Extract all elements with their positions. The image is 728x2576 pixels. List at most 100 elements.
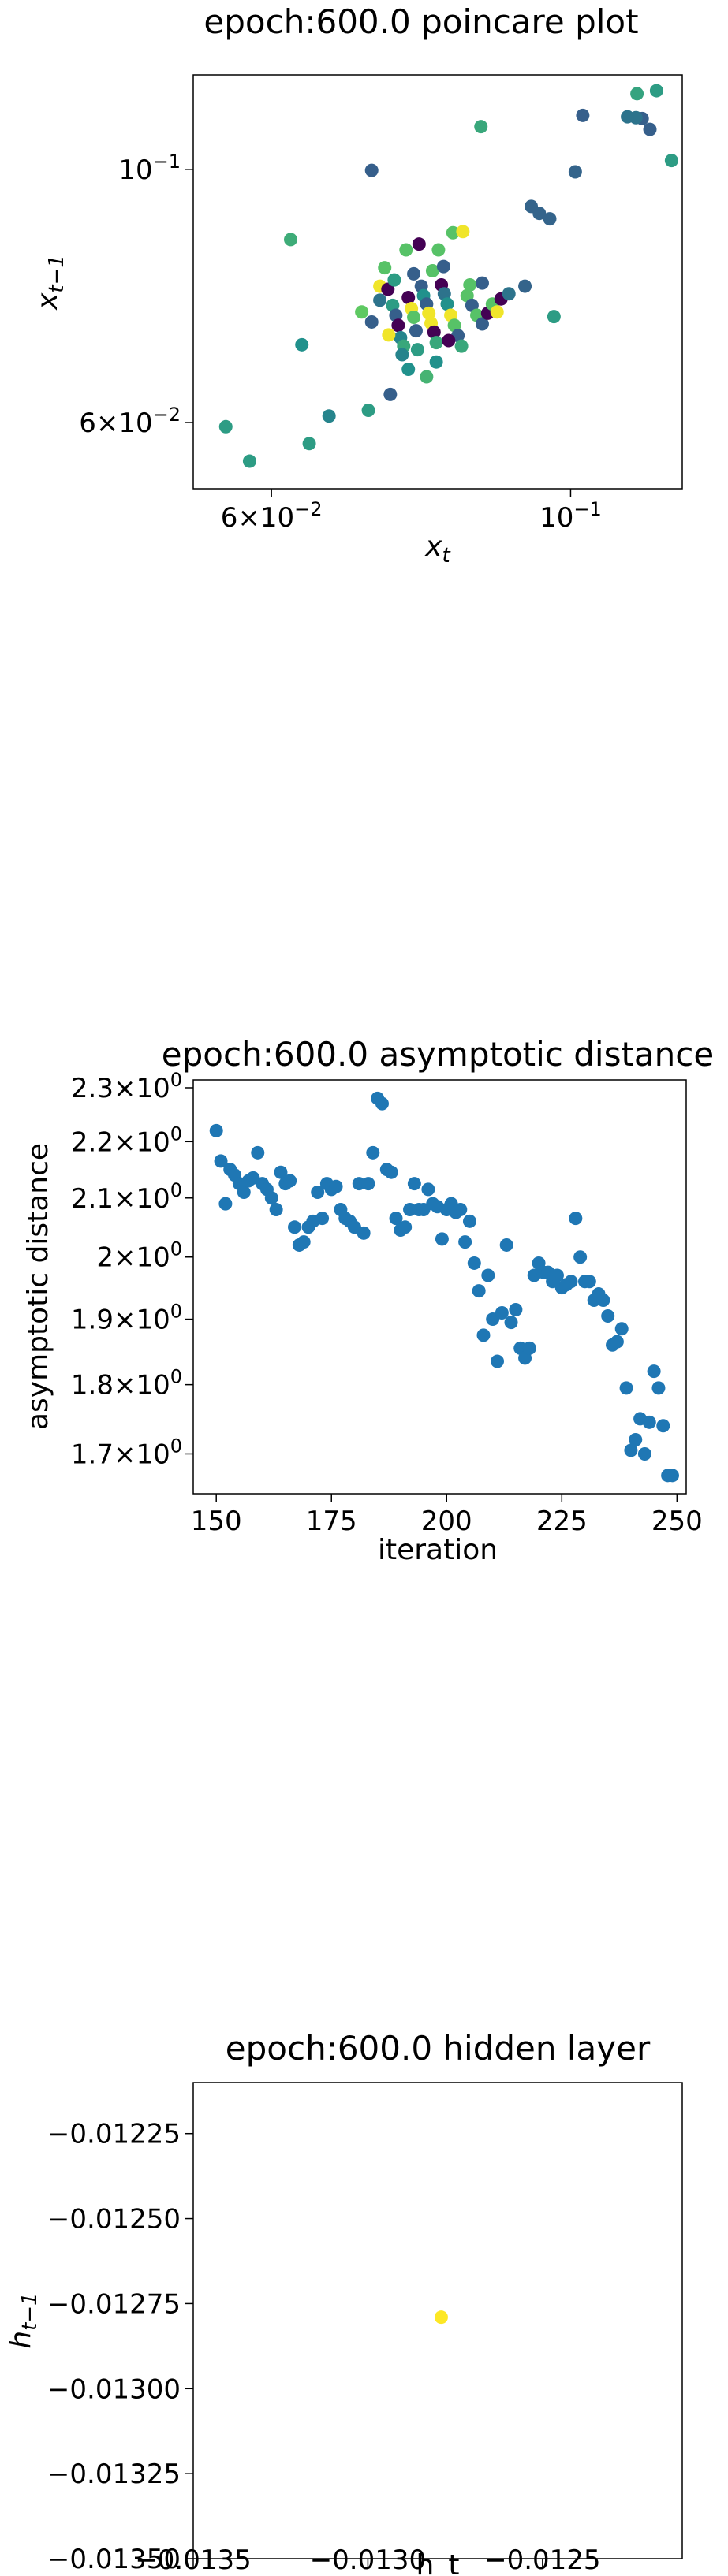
data-point <box>664 154 678 168</box>
data-point <box>614 1322 629 1336</box>
data-point <box>630 87 644 101</box>
data-point <box>576 108 590 122</box>
data-point <box>495 1305 509 1320</box>
data-point <box>375 1096 389 1111</box>
data-point <box>387 273 401 287</box>
data-point <box>440 297 454 311</box>
data-point <box>446 225 460 240</box>
data-point <box>637 1446 651 1461</box>
data-point <box>364 163 379 177</box>
data-point <box>442 333 456 348</box>
data-point <box>315 1212 330 1226</box>
data-point <box>384 1165 398 1179</box>
data-point <box>651 1381 666 1395</box>
hidden-layer-chart: epoch:600.0 hidden layer −0.0135 −0.0130−… <box>5 2029 683 2576</box>
plot-area <box>192 1079 687 1495</box>
data-point <box>407 1177 421 1191</box>
data-point <box>502 287 516 301</box>
data-point <box>624 1443 638 1457</box>
y-tick-label: −0.01225 <box>47 2119 181 2150</box>
data-point <box>458 1235 472 1249</box>
x-tick-label: −0.0135 <box>135 2544 251 2576</box>
data-point <box>398 1220 413 1234</box>
data-point <box>532 207 547 221</box>
data-point <box>547 310 561 324</box>
data-point <box>297 1235 311 1249</box>
data-point <box>381 282 395 296</box>
data-point <box>481 1268 495 1282</box>
asymptotic-distance-chart: epoch:600.0 asymptotic distance 150 175 20… <box>22 1035 714 1566</box>
data-point <box>504 1316 518 1330</box>
x-axis-ticks: −0.0135 −0.0130 −0.0125 <box>135 2544 600 2576</box>
x-tick-label: 175 <box>306 1506 357 1537</box>
data-point <box>409 324 423 338</box>
data-point <box>322 409 336 423</box>
chart-title: epoch:600.0 asymptotic distance <box>162 1035 714 1074</box>
y-tick-label: 1.9×100 <box>71 1301 182 1336</box>
data-point <box>475 276 489 290</box>
data-point <box>389 1212 403 1226</box>
data-point <box>462 1214 476 1228</box>
data-point <box>391 318 405 333</box>
y-tick-label: 1.8×100 <box>71 1366 182 1402</box>
x-axis-label: h_t <box>416 2549 460 2576</box>
data-point <box>564 1275 578 1289</box>
data-point <box>209 1123 223 1137</box>
data-point <box>629 1432 643 1446</box>
data-point <box>357 1226 371 1240</box>
chart-title: epoch:600.0 hidden layer <box>226 2029 651 2068</box>
data-point <box>401 291 416 305</box>
data-point <box>429 355 443 369</box>
data-point <box>412 237 426 251</box>
y-tick-label: 2.2×100 <box>71 1122 182 1158</box>
x-axis-ticks: 150 175 200 225 250 <box>191 1494 703 1537</box>
data-point <box>389 308 403 322</box>
y-axis-label: ht−1 <box>5 2292 42 2348</box>
data-point <box>218 419 233 434</box>
data-point <box>568 165 582 179</box>
data-point <box>454 339 469 353</box>
y-tick-label: 2×100 <box>96 1238 182 1274</box>
plot-area <box>192 74 683 490</box>
data-point <box>403 1202 417 1216</box>
data-point <box>596 1293 610 1307</box>
y-tick-label: 10−1 <box>118 151 181 186</box>
data-point <box>431 243 446 257</box>
data-point <box>509 1302 523 1316</box>
data-point <box>656 1419 670 1433</box>
data-point <box>573 1250 588 1264</box>
y-axis-label: xt−1 <box>32 255 69 311</box>
data-points <box>434 2310 448 2325</box>
data-point <box>407 310 421 324</box>
data-point <box>436 259 450 274</box>
data-point <box>422 306 436 320</box>
data-point <box>582 1275 596 1289</box>
data-point <box>311 1185 325 1199</box>
data-point <box>274 1165 288 1179</box>
data-points <box>209 1091 679 1483</box>
data-point <box>329 1179 343 1193</box>
y-axis-label: asymptotic distance <box>22 1143 54 1430</box>
x-tick-label: 250 <box>651 1506 703 1537</box>
x-tick-label: 150 <box>191 1506 242 1537</box>
y-tick-label: 2.1×100 <box>71 1179 182 1215</box>
data-point <box>283 233 297 247</box>
y-tick-label: −0.01250 <box>47 2204 181 2235</box>
data-point <box>382 328 396 342</box>
poincare-plot-chart: epoch:600.0 poincare plot 6×10−2 10−1 6×1… <box>32 2 683 568</box>
data-point <box>467 1256 481 1270</box>
data-point <box>407 266 421 281</box>
y-tick-label: −0.01275 <box>47 2288 181 2320</box>
x-axis-label: xt <box>424 530 450 568</box>
data-point <box>649 84 663 98</box>
data-point <box>366 1145 380 1160</box>
data-point <box>569 1212 583 1226</box>
data-point <box>475 317 489 331</box>
data-point <box>352 1177 366 1191</box>
data-point <box>437 287 451 301</box>
y-axis-ticks: −0.01225 −0.01250 −0.01275 −0.01300 −0.01325… <box>47 2119 193 2575</box>
data-point <box>361 1177 375 1191</box>
data-point <box>295 337 309 352</box>
data-point <box>214 1154 228 1168</box>
data-point <box>425 263 439 277</box>
